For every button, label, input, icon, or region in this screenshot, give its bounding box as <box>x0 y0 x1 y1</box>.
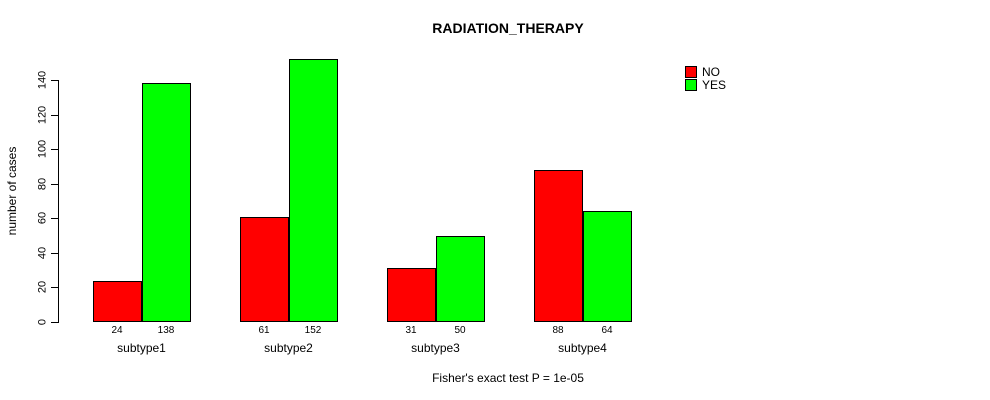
x-category-label-subtype3: subtype3 <box>411 341 460 355</box>
y-axis-line <box>58 80 59 323</box>
x-category-label-subtype1: subtype1 <box>117 341 166 355</box>
y-tick-label: 0 <box>36 318 49 326</box>
y-tick <box>51 218 58 219</box>
y-tick <box>51 80 58 81</box>
bar-value-label: 31 <box>405 325 417 336</box>
legend-swatch-yes <box>685 78 697 91</box>
y-tick-label: 120 <box>36 105 49 125</box>
x-category-label-subtype4: subtype4 <box>558 341 607 355</box>
y-tick-label: 20 <box>36 280 49 294</box>
y-tick <box>51 184 58 185</box>
y-tick-label: 60 <box>36 211 49 225</box>
y-tick <box>51 115 58 116</box>
bar-yes-subtype4 <box>582 211 632 322</box>
bar-no-subtype3 <box>386 268 436 322</box>
y-tick <box>51 253 58 254</box>
y-axis-title: number of cases <box>5 146 19 236</box>
legend-item-no: NO <box>685 65 726 78</box>
y-tick <box>51 322 58 323</box>
y-tick <box>51 287 58 288</box>
bar-value-label: 61 <box>258 325 270 336</box>
bar-no-subtype4 <box>533 170 583 322</box>
bar-yes-subtype1 <box>141 83 191 322</box>
chart-title: RADIATION_THERAPY <box>432 20 584 36</box>
bar-no-subtype1 <box>92 281 142 322</box>
bar-yes-subtype3 <box>435 236 485 322</box>
y-tick-label: 40 <box>36 246 49 260</box>
legend-label: YES <box>702 77 727 92</box>
x-category-label-subtype2: subtype2 <box>264 341 313 355</box>
bar-value-label: 152 <box>304 325 322 336</box>
bar-no-subtype2 <box>239 217 289 322</box>
bar-value-label: 64 <box>601 325 613 336</box>
bar-value-label: 138 <box>157 325 175 336</box>
y-tick-label: 100 <box>36 139 49 159</box>
bar-value-label: 50 <box>454 325 466 336</box>
bar-value-label: 24 <box>111 325 123 336</box>
y-tick-label: 140 <box>36 70 49 90</box>
legend: NO YES <box>685 65 726 91</box>
legend-swatch-no <box>685 65 697 78</box>
legend-item-yes: YES <box>685 78 726 91</box>
y-tick <box>51 149 58 150</box>
legend-label: NO <box>702 64 720 79</box>
bar-yes-subtype2 <box>288 59 338 322</box>
bar-value-label: 88 <box>552 325 564 336</box>
y-tick-label: 80 <box>36 177 49 191</box>
annotation-text: Fisher's exact test P = 1e-05 <box>432 371 584 385</box>
